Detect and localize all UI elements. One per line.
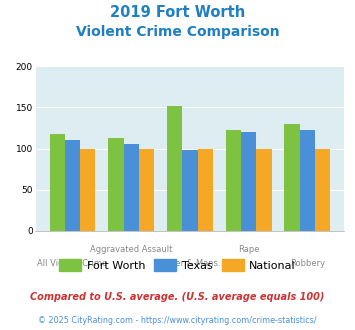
Bar: [226, 130, 241, 231]
Text: 2019 Fort Worth: 2019 Fort Worth: [110, 5, 245, 20]
Text: Compared to U.S. average. (U.S. average equals 100): Compared to U.S. average. (U.S. average …: [30, 292, 325, 302]
Bar: [139, 148, 154, 231]
Bar: [182, 150, 198, 231]
Text: Murder & Mans...: Murder & Mans...: [154, 259, 226, 268]
Text: © 2025 CityRating.com - https://www.cityrating.com/crime-statistics/: © 2025 CityRating.com - https://www.city…: [38, 316, 317, 325]
Bar: [50, 134, 65, 231]
Text: Robbery: Robbery: [290, 259, 325, 268]
Bar: [284, 124, 300, 231]
Bar: [241, 132, 256, 231]
Text: Violent Crime Comparison: Violent Crime Comparison: [76, 25, 279, 39]
Bar: [315, 148, 330, 231]
Bar: [80, 148, 95, 231]
Bar: [198, 148, 213, 231]
Bar: [124, 144, 139, 231]
Text: Aggravated Assault: Aggravated Assault: [90, 245, 173, 254]
Bar: [108, 138, 124, 231]
Text: All Violent Crime: All Violent Crime: [37, 259, 108, 268]
Bar: [167, 106, 182, 231]
Text: Rape: Rape: [238, 245, 260, 254]
Legend: Fort Worth, Texas, National: Fort Worth, Texas, National: [55, 255, 300, 276]
Bar: [300, 130, 315, 231]
Bar: [65, 140, 80, 231]
Bar: [256, 148, 272, 231]
